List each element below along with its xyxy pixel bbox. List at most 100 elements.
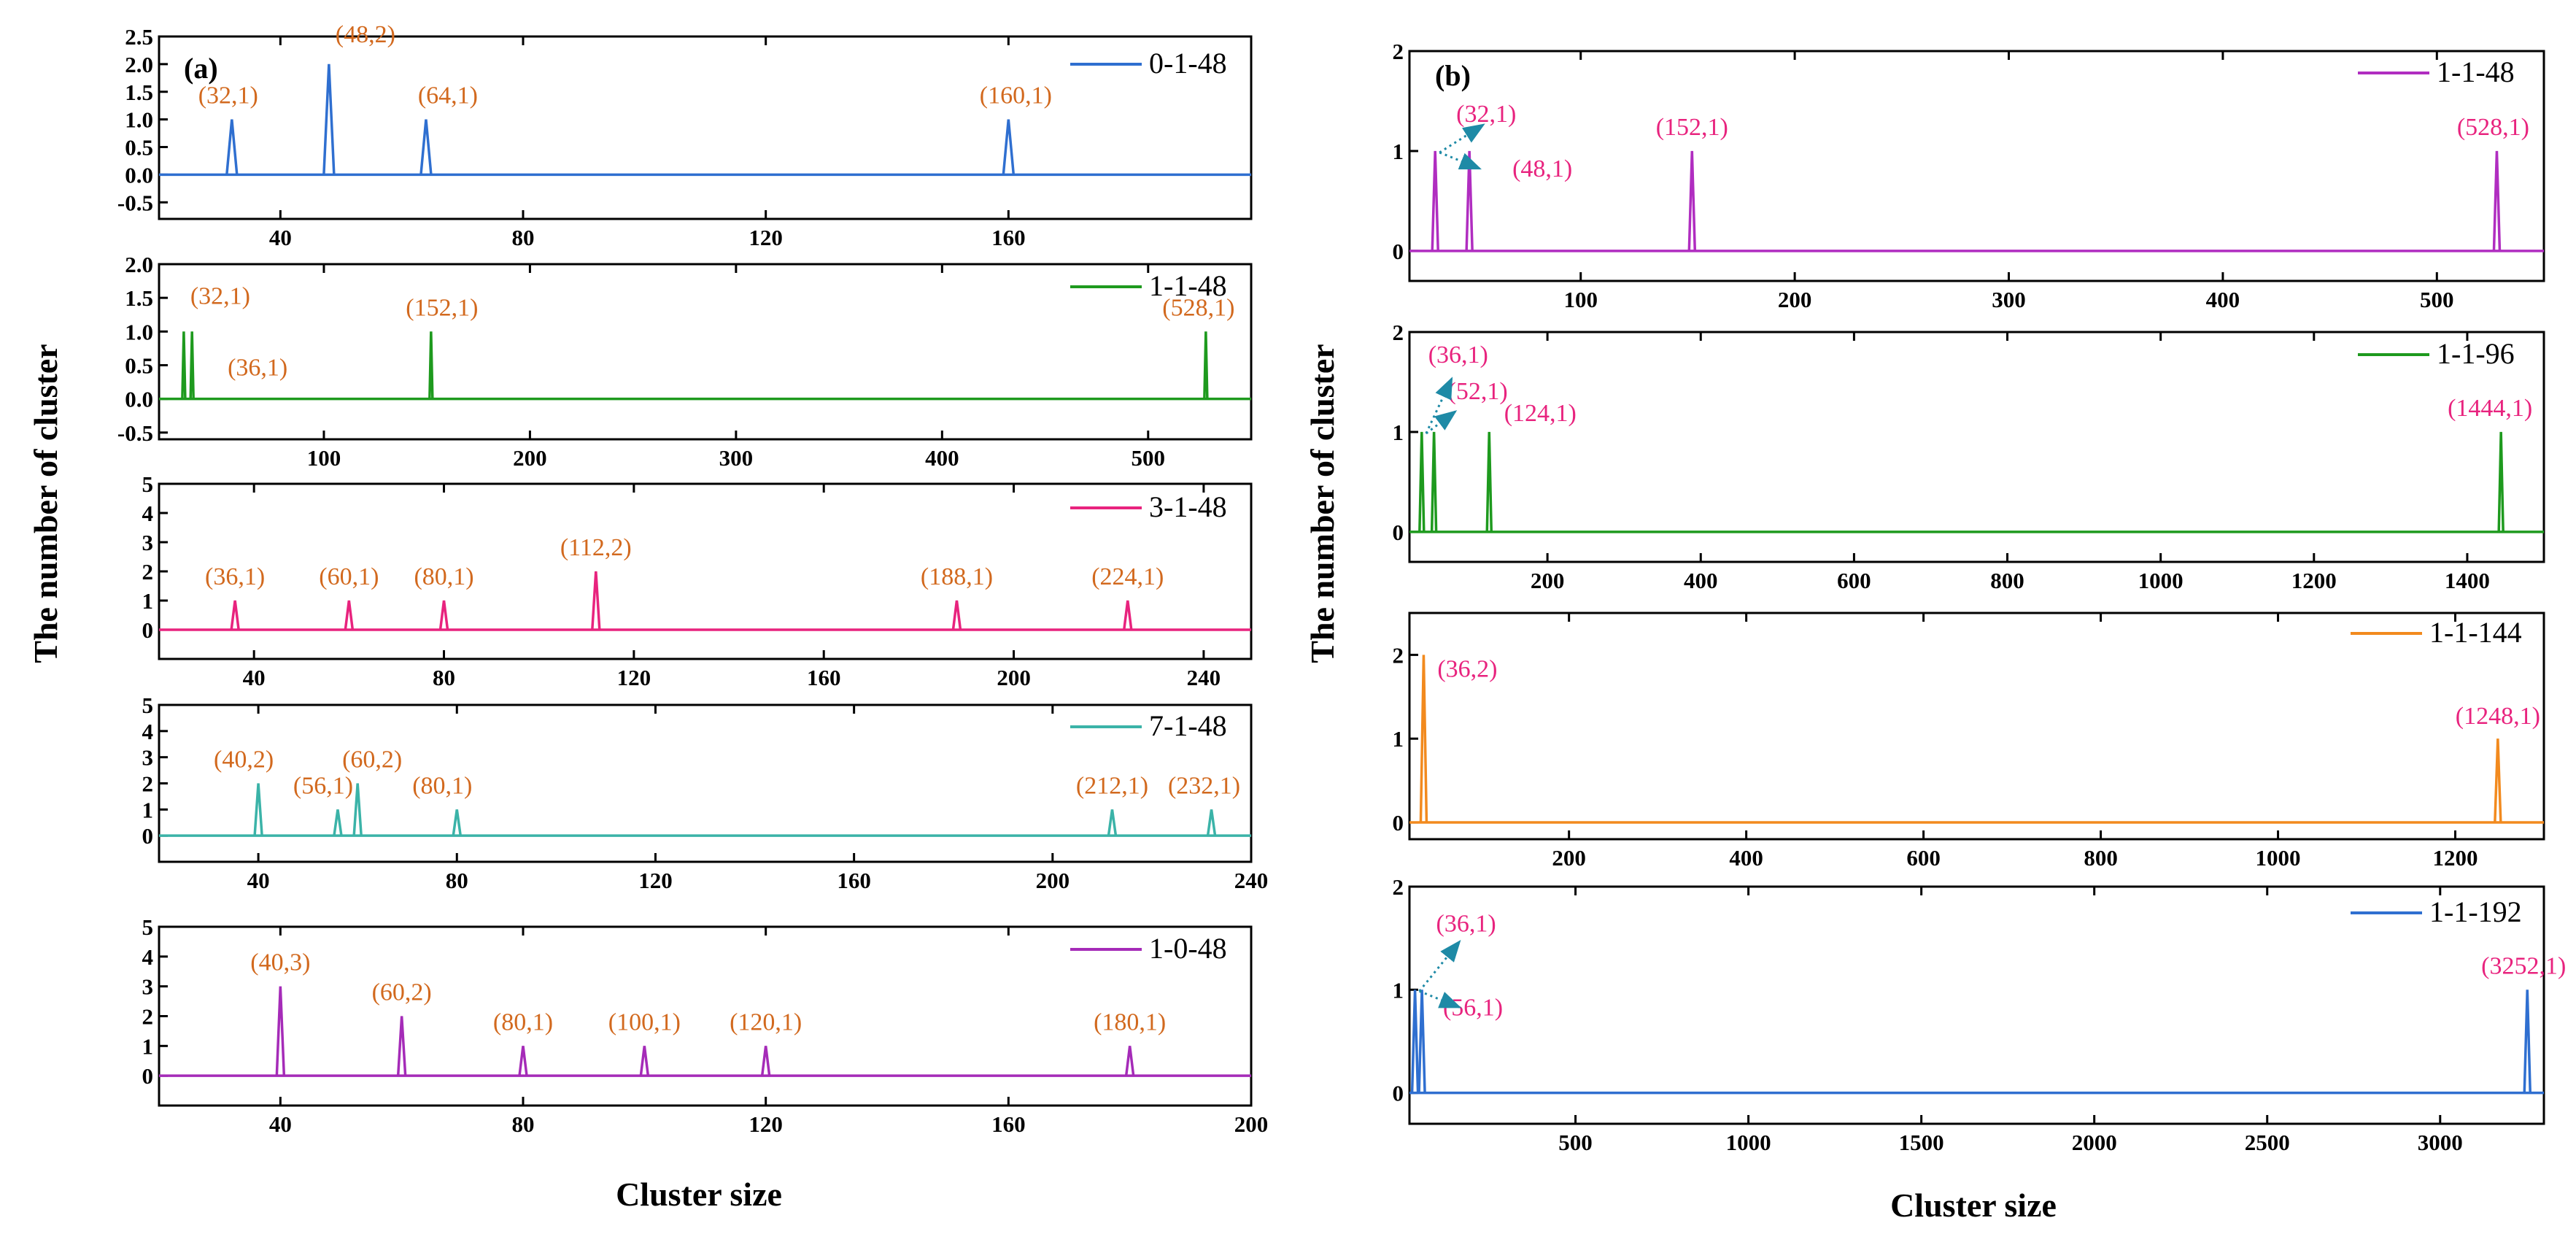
subplot-b-1-1-144: 0 1 2 200 400 600 800 1000 1200 (36,2) (1248,1) 1-1… (1393, 612, 2545, 871)
x-tick-label: 40 (247, 868, 270, 893)
y-tick-label: 0.5 (125, 135, 153, 161)
annotation-arrow (1419, 990, 1462, 1008)
x-tick-label: 40 (269, 225, 292, 250)
x-tick-label: 200 (1036, 868, 1070, 893)
y-tick-label: 2.0 (125, 52, 153, 77)
y-tick-label: 5 (142, 914, 154, 940)
x-tick-label: 800 (2084, 845, 2118, 871)
y-tick-label: 2.5 (125, 24, 153, 50)
peak-label: (64,1) (418, 82, 478, 109)
peak-mark (1417, 990, 1426, 1093)
subplot-a-0-1-48: -0.50.00.51.01.5 2.02.5 40 80 120 160 (32,1) (4… (117, 21, 1253, 250)
x-tick-label: 400 (1684, 568, 1718, 593)
x-tick-label: 800 (1990, 568, 2024, 593)
x-tick-label: 160 (991, 1111, 1026, 1137)
x-tick-label: 500 (1558, 1130, 1593, 1155)
peak-mark (1431, 150, 1439, 251)
y-tick-label: 1 (142, 588, 154, 614)
peak-label: (528,1) (1162, 294, 1234, 321)
peak-mark (230, 600, 240, 630)
peak-mark (189, 331, 195, 399)
plot-frame (1408, 885, 2545, 1125)
peak-mark (2492, 150, 2502, 251)
y-tick-label: 1.0 (125, 107, 153, 133)
annotation-arrow (1439, 151, 1482, 170)
peak-label: (36,1) (228, 354, 287, 381)
legend-label: 1-1-48 (1149, 269, 1227, 302)
peak-label: (188,1) (921, 563, 993, 590)
peak-label: (80,1) (412, 772, 472, 799)
x-tick-label: 120 (749, 1111, 783, 1137)
x-axis-label-b: Cluster size (1890, 1187, 2057, 1224)
y-tick-label: 0 (142, 823, 154, 849)
legend-label: 1-1-144 (2429, 616, 2522, 649)
peak-label: (528,1) (2457, 114, 2529, 141)
peak-mark (181, 331, 187, 399)
y-axis-label-b: The number of cluster (1304, 344, 1341, 663)
plot-frame (158, 925, 1253, 1107)
peak-label: (120,1) (730, 1008, 802, 1035)
annotation-arrow (1418, 939, 1461, 992)
panel-b-label: (b) (1435, 59, 1471, 92)
peak-label: (1248,1) (2456, 703, 2540, 730)
x-tick-label: 160 (807, 665, 841, 690)
legend-label: 7-1-48 (1149, 709, 1227, 742)
peak-mark (1203, 331, 1209, 399)
y-tick-label: 3 (142, 530, 154, 555)
peak-label: (32,1) (190, 282, 250, 309)
peak-mark (1206, 809, 1217, 836)
x-tick-label: 1400 (2445, 568, 2490, 593)
peak-mark (1124, 1046, 1135, 1076)
annotation-arrow (1425, 377, 1453, 434)
x-tick-label: 200 (1234, 1111, 1269, 1137)
plot-frame (158, 263, 1253, 441)
y-tick-label: 4 (142, 719, 154, 744)
y-tick-label: 2 (142, 1004, 154, 1030)
x-tick-label: 400 (1729, 845, 1763, 871)
peak-label: (40,2) (214, 747, 274, 774)
y-tick-label: 1 (142, 1033, 154, 1059)
x-tick-label: 3000 (2418, 1130, 2463, 1155)
y-tick-label: 2 (1393, 320, 1404, 345)
peak-label: (180,1) (1094, 1008, 1166, 1035)
x-tick-label: 40 (243, 665, 266, 690)
subplot-a-3-1-48: 0 1 2 3 4 5 40 80 120 160 200 240 (36,1) (60,1) (80,1)… (142, 471, 1253, 690)
peak-label: (100,1) (608, 1008, 681, 1035)
y-tick-label: 1 (1393, 420, 1404, 445)
peak-label: (124,1) (1504, 400, 1577, 427)
subplot-b-1-1-48: 0 1 2 100 200 300 400 500 (32,1) (48,1) (152,1) (52… (1393, 39, 2545, 312)
peak-label: (36,1) (205, 563, 265, 590)
peak-label: (212,1) (1076, 772, 1148, 799)
x-tick-label: 500 (1132, 445, 1166, 471)
peak-label: (48,2) (336, 21, 395, 48)
peak-label: (224,1) (1091, 563, 1164, 590)
peak-mark (1465, 150, 1474, 251)
peak-mark (1418, 431, 1426, 532)
plot-frame (1408, 331, 2545, 563)
x-tick-label: 1200 (2433, 845, 2478, 871)
peak-mark (1485, 431, 1493, 532)
peak-mark (333, 809, 343, 836)
x-tick-label: 80 (433, 665, 455, 690)
y-tick-label: 1 (1393, 977, 1404, 1003)
peak-label: (152,1) (1656, 114, 1728, 141)
peak-mark (1107, 809, 1118, 836)
y-tick-label: 0.0 (125, 387, 153, 412)
peak-label: (160,1) (980, 82, 1052, 109)
peak-label: (1444,1) (2448, 395, 2532, 422)
x-tick-label: 300 (1992, 287, 2026, 312)
peak-label: (36,1) (1436, 910, 1496, 937)
y-axis-label-a: The number of cluster (27, 344, 64, 663)
y-tick-label: 3 (142, 974, 154, 1000)
y-tick-label: 0.5 (125, 352, 153, 378)
peak-mark (452, 809, 463, 836)
x-tick-label: 600 (1906, 845, 1941, 871)
x-tick-label: 1200 (2291, 568, 2337, 593)
x-tick-label: 80 (512, 1111, 535, 1137)
peak-mark (225, 119, 239, 175)
y-tick-label: -0.5 (117, 420, 153, 446)
plot-frame (158, 35, 1253, 220)
